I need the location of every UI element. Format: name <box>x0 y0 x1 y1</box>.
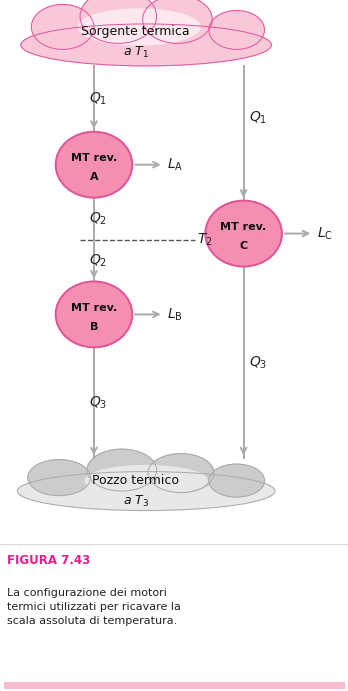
Text: Sorgente termica: Sorgente termica <box>81 25 190 38</box>
Text: a $T_1$: a $T_1$ <box>123 45 149 60</box>
Text: MT rev.: MT rev. <box>71 153 117 163</box>
Text: $L_\mathsf{B}$: $L_\mathsf{B}$ <box>167 306 183 323</box>
Ellipse shape <box>143 0 212 44</box>
Text: MT rev.: MT rev. <box>71 303 117 313</box>
Ellipse shape <box>28 460 90 495</box>
Text: a $T_3$: a $T_3$ <box>122 494 149 509</box>
Circle shape <box>56 281 132 348</box>
Ellipse shape <box>148 454 214 493</box>
Text: B: B <box>90 322 98 332</box>
Ellipse shape <box>17 471 275 511</box>
Ellipse shape <box>209 10 264 50</box>
Ellipse shape <box>80 0 157 44</box>
Text: $L_\mathsf{A}$: $L_\mathsf{A}$ <box>167 156 183 173</box>
Ellipse shape <box>209 464 264 497</box>
Text: $T_2$: $T_2$ <box>197 231 212 248</box>
Text: MT rev.: MT rev. <box>221 222 267 232</box>
Ellipse shape <box>21 24 271 66</box>
Text: $Q_2$: $Q_2$ <box>89 210 107 227</box>
Text: La configurazione dei motori
termici utilizzati per ricavare la
scala assoluta d: La configurazione dei motori termici uti… <box>7 587 181 625</box>
Ellipse shape <box>87 449 157 491</box>
Ellipse shape <box>85 466 207 495</box>
Text: $Q_3$: $Q_3$ <box>249 354 267 370</box>
Text: $L_\mathsf{C}$: $L_\mathsf{C}$ <box>317 225 333 242</box>
Text: C: C <box>239 241 248 251</box>
Text: $Q_1$: $Q_1$ <box>89 91 107 107</box>
Text: $Q_2$: $Q_2$ <box>89 252 107 269</box>
Ellipse shape <box>31 5 94 50</box>
Ellipse shape <box>78 9 200 45</box>
Text: $Q_3$: $Q_3$ <box>89 395 107 411</box>
Text: A: A <box>90 172 98 182</box>
Text: FIGURA 7.43: FIGURA 7.43 <box>7 554 90 567</box>
Circle shape <box>56 132 132 198</box>
Text: $Q_1$: $Q_1$ <box>249 110 267 126</box>
Circle shape <box>205 200 282 267</box>
Text: Pozzo termico: Pozzo termico <box>92 474 179 487</box>
